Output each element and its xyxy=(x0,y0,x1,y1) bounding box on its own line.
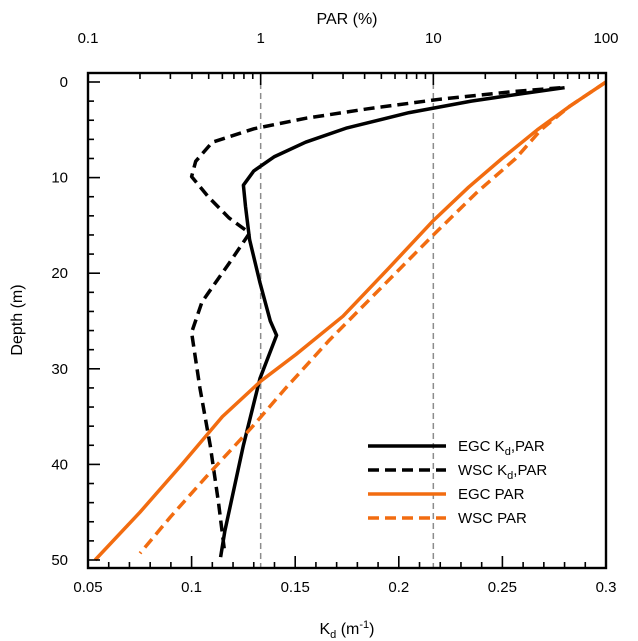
top-tick-label: 1 xyxy=(256,30,264,47)
top-tick-label: 0.1 xyxy=(78,30,99,47)
legend: EGC Kd,PAR WSC Kd,PAR EGC PAR WSC PAR xyxy=(368,438,547,527)
legend-label: WSC Kd,PAR xyxy=(458,462,547,482)
axes: 0.05 0.1 0.15 0.2 0.25 0.3 0.1 1 10 100 0 10 20 30 40 5… xyxy=(51,30,618,596)
series-line-wsc-par xyxy=(138,80,607,555)
bottom-tick-label: 0.25 xyxy=(488,579,517,596)
bottom-tick-label: 0.3 xyxy=(596,579,617,596)
series-line-egc-par xyxy=(93,80,607,562)
bottom-tick-label: 0.15 xyxy=(281,579,310,596)
left-tick-label: 0 xyxy=(60,74,68,91)
bottom-tick-label: 0.1 xyxy=(181,579,202,596)
bottom-tick-label: 0.05 xyxy=(73,579,102,596)
left-tick-label: 10 xyxy=(51,170,68,187)
legend-label: EGC Kd,PAR xyxy=(458,438,545,458)
left-tick-label: 50 xyxy=(51,552,68,569)
top-tick-label: 10 xyxy=(425,30,442,47)
series-line-egc-kd-par xyxy=(218,85,565,558)
series-lines xyxy=(93,80,607,562)
legend-label: WSC PAR xyxy=(458,510,527,527)
left-tick-label: 20 xyxy=(51,265,68,282)
left-tick-label: 40 xyxy=(51,456,68,473)
left-axis-title: Depth (m) xyxy=(9,284,26,355)
bottom-axis-title: Kd (m-1) xyxy=(319,619,374,641)
top-axis-title: PAR (%) xyxy=(316,11,377,28)
bottom-tick-label: 0.2 xyxy=(388,579,409,596)
left-tick-label: 30 xyxy=(51,361,68,378)
plot-frame xyxy=(86,71,608,570)
legend-label: EGC PAR xyxy=(458,486,525,503)
top-tick-label: 100 xyxy=(593,30,618,47)
series-line-wsc-kd-par xyxy=(189,85,561,554)
